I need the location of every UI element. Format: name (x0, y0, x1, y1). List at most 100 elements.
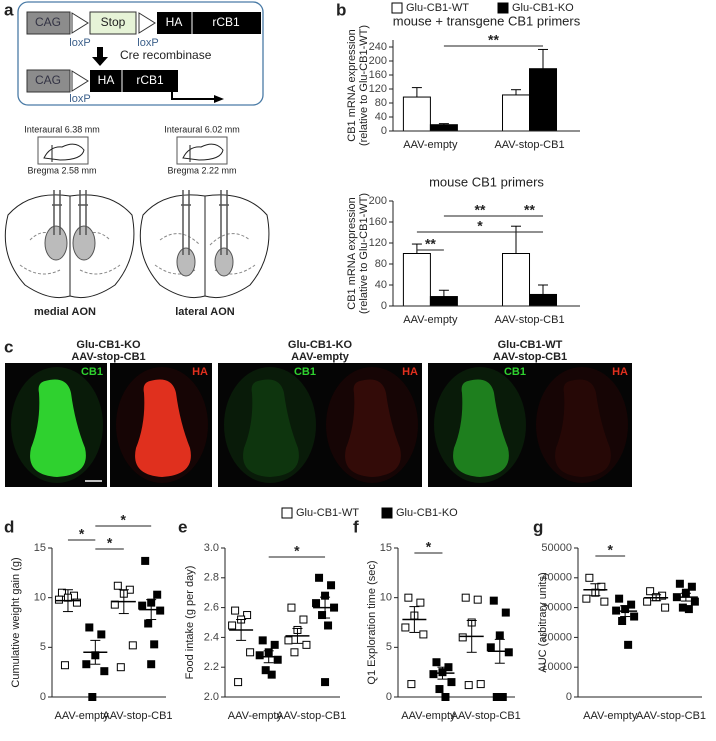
data-point (299, 615, 308, 624)
rcb1-text: rCB1 (136, 73, 164, 87)
data-point (116, 663, 125, 672)
significance-label: * (426, 539, 432, 555)
data-point (630, 612, 639, 621)
channel-label: CB1 (294, 366, 316, 378)
significance-label: * (608, 542, 614, 558)
arrow-head (92, 57, 108, 66)
data-point (153, 590, 162, 599)
y-tick-label: 5 (386, 641, 392, 653)
image-virus: AAV-empty (291, 351, 350, 363)
y-tick-label: 30000 (541, 602, 572, 614)
stained-region (345, 379, 401, 477)
data-point (261, 666, 270, 675)
legend-label: Glu-CB1-KO (512, 2, 574, 14)
stained-region (30, 379, 86, 477)
y-tick-label: 120 (369, 237, 387, 249)
bregma: Bregma 2.22 mm (167, 165, 236, 175)
stop-block (89, 11, 137, 35)
bar (429, 124, 458, 132)
y-tick-label: 160 (369, 69, 387, 81)
data-point (419, 630, 428, 639)
stained-region (243, 379, 299, 477)
data-point (585, 573, 594, 582)
arrow-shaft (97, 47, 103, 57)
bar (402, 253, 431, 307)
bar (529, 293, 558, 307)
cag-text: CAG (35, 73, 61, 87)
syringe (181, 190, 229, 255)
significance-label: * (477, 218, 483, 234)
data-point (327, 581, 336, 590)
data-point (147, 660, 156, 669)
cag-text: CAG (35, 15, 61, 29)
data-point (128, 641, 137, 650)
data-point (284, 636, 293, 645)
x-tick-label: AAV-stop-CB1 (636, 710, 706, 722)
x-tick-label: AAV-empty (403, 314, 458, 326)
data-point (401, 623, 410, 632)
section-outline (536, 367, 628, 483)
interaural: Interaural 6.38 mm (24, 124, 100, 134)
panel-label: g (533, 517, 543, 536)
data-point (432, 658, 441, 667)
y-tick-label: 40 (375, 279, 387, 291)
significance-label: ** (475, 202, 486, 218)
x-tick-label: AAV-empty (55, 710, 110, 722)
bregma: Bregma 2.58 mm (27, 165, 96, 175)
ha-text: HA (166, 15, 183, 29)
ha-text: HA (98, 73, 115, 87)
data-point (458, 633, 467, 642)
injection-area (72, 225, 96, 261)
data-point (228, 621, 237, 630)
y-tick-label: 10000 (541, 661, 572, 673)
data-point (324, 621, 333, 630)
stop-text: Stop (101, 15, 126, 29)
transcription-arrow (171, 92, 215, 100)
y-tick-label: 50000 (541, 542, 572, 554)
y-tick-label: 5 (40, 641, 46, 653)
data-point (85, 623, 94, 632)
panel-label: f (353, 517, 359, 536)
data-point (113, 581, 122, 590)
data-point (447, 678, 456, 687)
arrow-label: Cre recombinase (120, 48, 212, 62)
data-point (302, 640, 311, 649)
y-tick-label: 10 (380, 592, 392, 604)
data-point (82, 660, 91, 669)
legend-swatch (381, 507, 393, 519)
ha-rcb1-block (90, 70, 178, 92)
y-tick-label: 2.2 (204, 661, 219, 673)
data-point (100, 667, 109, 676)
data-point (144, 619, 153, 628)
loxp-triangle (71, 70, 89, 92)
data-point (435, 685, 444, 694)
chart-title: mouse + transgene CB1 primers (393, 13, 581, 28)
stained-region (453, 379, 509, 477)
legend-label: Glu-CB1-WT (406, 2, 469, 14)
loxp-label: loxP (69, 93, 90, 105)
stained-region (555, 379, 611, 477)
data-point (404, 593, 413, 602)
data-point (461, 593, 470, 602)
y-tick-label: 120 (369, 83, 387, 95)
loxp-label: loxP (69, 37, 90, 49)
image-virus: AAV-stop-CB1 (71, 351, 145, 363)
x-tick-label: AAV-empty (583, 710, 638, 722)
data-point (318, 611, 327, 620)
y-axis-label: (relative to Glu-CB1-WT) (358, 193, 370, 314)
legend-label: Glu-CB1-WT (296, 507, 359, 519)
y-tick-label: 2.0 (204, 691, 219, 703)
data-point (661, 603, 670, 612)
data-point (624, 640, 633, 649)
legend-swatch (281, 507, 293, 519)
data-point (495, 631, 504, 640)
section-outline (224, 367, 316, 483)
panel-label: d (4, 517, 14, 536)
data-point (97, 630, 106, 639)
coronal-detail (154, 233, 256, 275)
panel-label: c (4, 337, 13, 356)
data-point (675, 579, 684, 588)
data-point (321, 678, 330, 687)
syringe (52, 190, 88, 235)
section-name: medial AON (34, 306, 96, 318)
